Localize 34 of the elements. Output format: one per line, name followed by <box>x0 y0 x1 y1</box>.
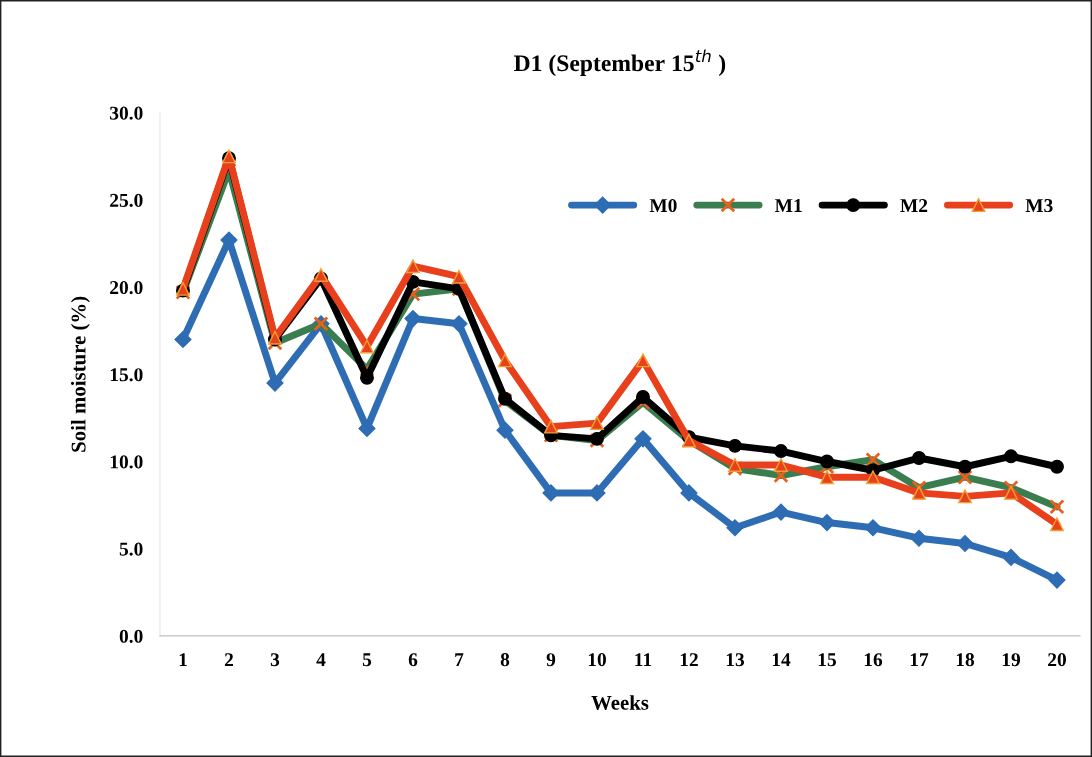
x-tick-label: 14 <box>772 653 791 667</box>
x-tick-label: 15 <box>818 653 836 667</box>
x-tick-label: 20 <box>1048 653 1066 667</box>
x-tick-label: 2 <box>224 653 233 667</box>
x-tick-label: 19 <box>1002 653 1021 667</box>
x-tick-label: 3 <box>270 653 280 667</box>
x-axis-title: Weeks <box>591 695 649 710</box>
x-tick-label: 12 <box>680 653 698 667</box>
y-tick-label: 15.0 <box>110 368 143 382</box>
x-tick-label: 17 <box>910 653 929 667</box>
y-tick-label: 5.0 <box>119 542 143 556</box>
y-axis-title: Soil moisture (%) <box>70 296 90 452</box>
y-tick-label: 20.0 <box>110 280 143 295</box>
y-tick-label: 30.0 <box>110 106 143 120</box>
y-tick-label: 0.0 <box>119 629 143 643</box>
x-tick-label: 7 <box>455 653 464 667</box>
legend-label: M1 <box>774 199 802 212</box>
x-tick-label: 13 <box>726 653 745 667</box>
x-tick-label: 18 <box>956 653 975 667</box>
legend-label: M3 <box>1025 199 1053 213</box>
x-tick-label: 4 <box>316 653 326 667</box>
x-tick-label: 16 <box>864 653 883 667</box>
chart-title: D1 (September 15$^{th}$ ) <box>514 49 726 77</box>
x-tick-label: 8 <box>500 653 510 667</box>
x-tick-label: 9 <box>546 653 556 667</box>
x-tick-label: 1 <box>179 653 187 667</box>
x-tick-label: 11 <box>635 653 652 667</box>
x-tick-label: 10 <box>588 653 606 667</box>
y-tick-label: 10.0 <box>110 455 143 469</box>
legend-label: M0 <box>649 198 677 213</box>
x-tick-label: 6 <box>408 653 418 667</box>
legend-label: M2 <box>900 199 928 212</box>
x-tick-label: 5 <box>362 653 372 667</box>
y-tick-label: 25.0 <box>110 193 143 207</box>
